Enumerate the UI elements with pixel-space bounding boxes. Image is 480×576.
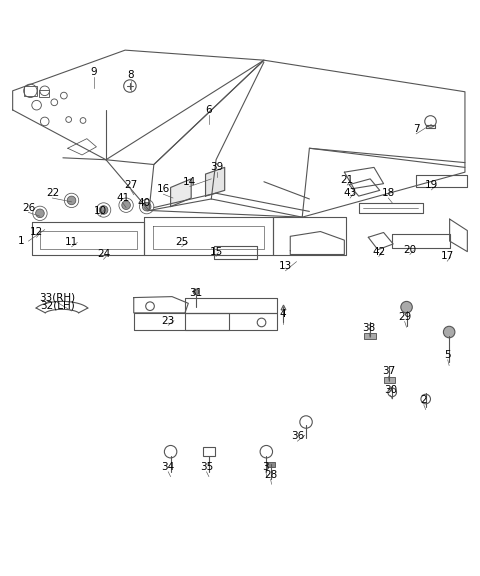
Bar [267, 462, 276, 467]
Text: 13: 13 [279, 261, 292, 271]
Bar [384, 377, 395, 383]
Text: 34: 34 [162, 462, 175, 472]
Text: 15: 15 [209, 247, 223, 257]
Text: 33(RH): 33(RH) [39, 293, 75, 302]
Text: 28: 28 [264, 469, 277, 480]
Text: 42: 42 [372, 247, 385, 257]
Text: 19: 19 [425, 180, 438, 190]
Text: 2: 2 [420, 395, 427, 405]
Text: 40: 40 [138, 198, 151, 208]
Circle shape [122, 201, 131, 210]
Text: 24: 24 [97, 249, 110, 260]
Bar [364, 333, 376, 339]
Polygon shape [205, 168, 225, 196]
Text: 41: 41 [116, 193, 130, 203]
Text: 1: 1 [17, 236, 24, 246]
Circle shape [401, 301, 412, 313]
Circle shape [444, 326, 455, 338]
Circle shape [99, 206, 108, 214]
Text: 35: 35 [200, 462, 213, 472]
Circle shape [36, 209, 44, 218]
Text: 9: 9 [91, 67, 97, 77]
Circle shape [193, 289, 199, 295]
Text: 43: 43 [344, 188, 357, 198]
Text: 32(LH): 32(LH) [40, 300, 74, 310]
Text: 6: 6 [205, 105, 212, 115]
Circle shape [67, 196, 76, 204]
Text: 21: 21 [341, 175, 354, 185]
Text: 27: 27 [124, 180, 137, 190]
Polygon shape [170, 179, 191, 207]
Text: 29: 29 [398, 312, 411, 322]
Text: 17: 17 [441, 251, 454, 262]
Text: 20: 20 [403, 245, 417, 255]
Text: 7: 7 [413, 124, 420, 134]
Text: 11: 11 [65, 237, 78, 247]
Text: 31: 31 [189, 288, 203, 298]
Text: 5: 5 [444, 350, 451, 360]
Bar [24, 86, 37, 96]
Text: 22: 22 [46, 188, 59, 198]
Circle shape [143, 202, 151, 211]
Text: 16: 16 [157, 184, 170, 195]
Text: 30: 30 [384, 385, 397, 395]
Text: 37: 37 [382, 366, 395, 376]
Text: 39: 39 [210, 162, 224, 172]
Text: 8: 8 [128, 70, 134, 81]
Text: 25: 25 [175, 237, 188, 247]
Text: 3: 3 [263, 462, 269, 472]
Text: 26: 26 [22, 203, 35, 213]
Bar [39, 90, 48, 97]
Text: 14: 14 [183, 177, 196, 187]
Bar [203, 447, 215, 456]
Text: 23: 23 [162, 316, 175, 325]
Text: 18: 18 [382, 188, 395, 198]
Text: 12: 12 [30, 228, 43, 237]
Text: 38: 38 [362, 323, 376, 333]
Text: 10: 10 [94, 206, 107, 217]
Text: 36: 36 [291, 431, 304, 441]
Text: 4: 4 [280, 309, 287, 319]
